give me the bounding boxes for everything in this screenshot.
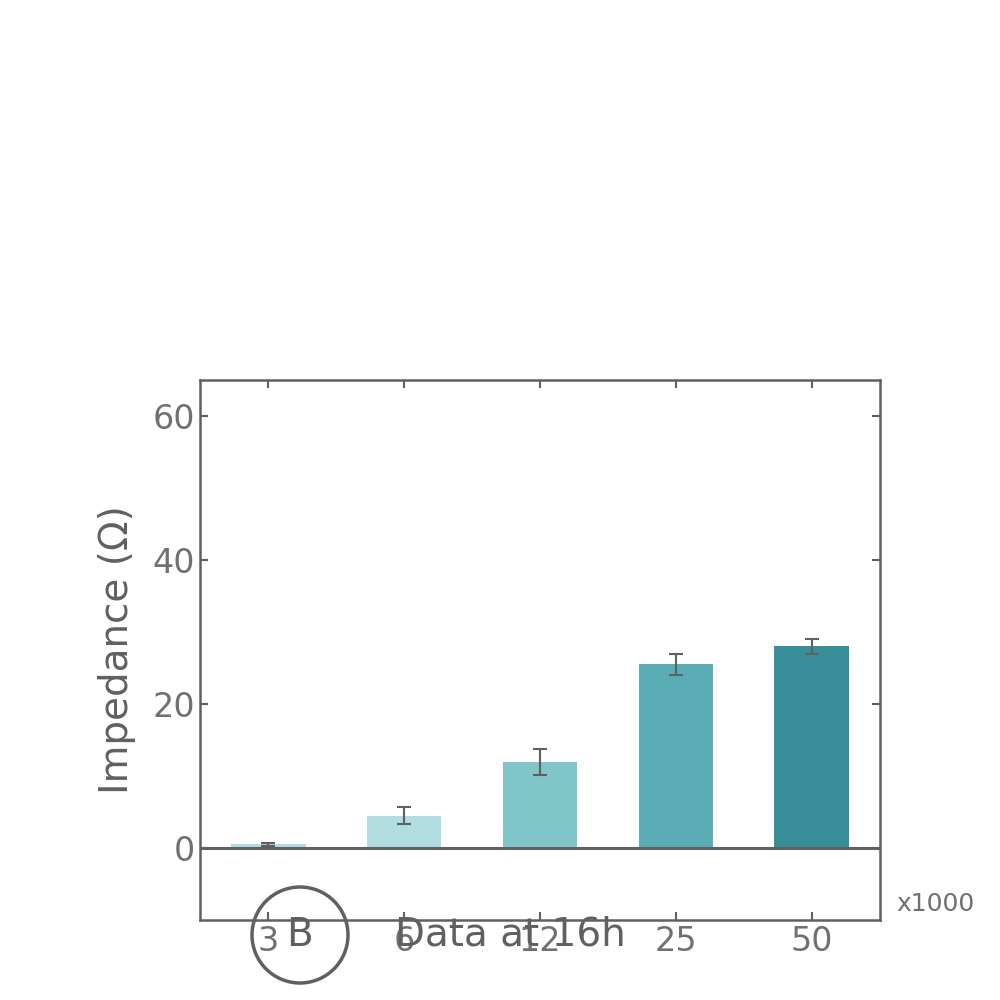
Bar bbox=[231, 844, 306, 848]
Text: Data at 16h: Data at 16h bbox=[395, 916, 626, 954]
Bar bbox=[503, 762, 577, 848]
Bar bbox=[639, 664, 713, 848]
Y-axis label: Impedance (Ω): Impedance (Ω) bbox=[98, 506, 136, 794]
Bar bbox=[774, 646, 849, 848]
Bar bbox=[367, 816, 441, 848]
Text: x1000: x1000 bbox=[896, 892, 974, 916]
Text: B: B bbox=[287, 916, 313, 954]
